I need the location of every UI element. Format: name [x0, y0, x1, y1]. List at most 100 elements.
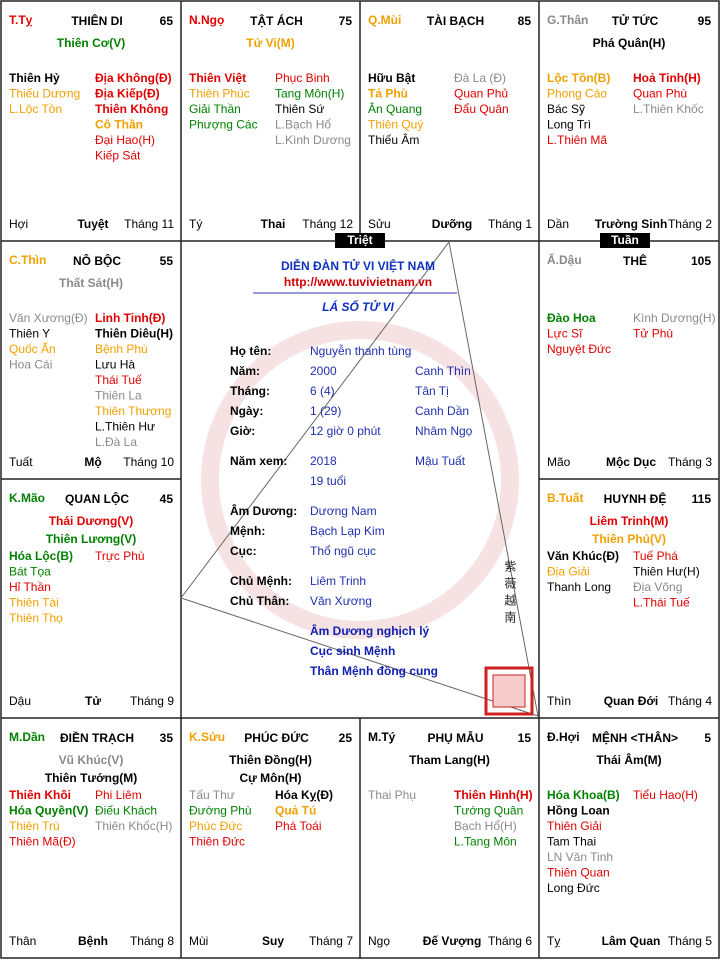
stage: Bệnh	[78, 934, 108, 948]
star: Quốc Ấn	[9, 341, 56, 356]
star: Thiên Sứ	[275, 102, 324, 116]
star: Phúc Đức	[189, 819, 242, 833]
can-chi: M.Tý	[368, 730, 396, 744]
palace-name: PHÚC ĐỨC	[244, 730, 309, 745]
seal-inner	[492, 674, 526, 708]
star: Kình Dương(H)	[633, 311, 716, 325]
main-star: Tử Vi(M)	[246, 36, 294, 50]
stage: Dưỡng	[432, 217, 473, 231]
month: Tháng 9	[130, 694, 174, 708]
star: Thiên Mã(Đ)	[9, 835, 76, 849]
info-label: Họ tên:	[230, 344, 271, 358]
can-chi: Đ.Hợi	[547, 730, 580, 744]
branch: Sửu	[368, 217, 391, 231]
main-star: Thất Sát(H)	[59, 276, 123, 290]
palace-number: 115	[692, 492, 712, 506]
palace-name: TÀI BẠCH	[427, 13, 484, 28]
star: Tướng Quân	[454, 804, 523, 818]
stage: Trường Sinh	[595, 217, 668, 231]
star: Thiên Thọ	[9, 611, 63, 625]
info-value: Bạch Lạp Kim	[310, 524, 385, 538]
main-star: Phá Quân(H)	[593, 36, 666, 50]
can-chi: C.Thìn	[9, 253, 46, 267]
star: Tả Phù	[368, 87, 408, 101]
palace-number: 45	[160, 492, 174, 506]
palace-number: 35	[160, 731, 174, 745]
month: Tháng 3	[668, 455, 712, 469]
star: Kiếp Sát	[95, 149, 141, 163]
star: Nguyệt Đức	[547, 342, 611, 356]
info-value: 6 (4)	[310, 384, 335, 398]
star: L.Kình Dương	[275, 133, 351, 147]
info-extra: Nhâm Ngọ	[415, 424, 473, 438]
star: Hóa Kỵ(Đ)	[275, 788, 333, 802]
can-chi: B.Tuất	[547, 491, 583, 505]
star: Hữu Bật	[368, 71, 415, 85]
info-value: Nguyễn thanh tùng	[310, 343, 411, 358]
star: LN Văn Tinh	[547, 850, 613, 864]
star: Phi Liêm	[95, 788, 142, 802]
month: Tháng 4	[668, 694, 712, 708]
branch: Tỵ	[547, 934, 560, 948]
star: Lực Sĩ	[547, 327, 583, 341]
month: Tháng 2	[668, 217, 712, 231]
info-label: Âm Dương:	[230, 503, 297, 518]
info-value: Dương Nam	[310, 504, 377, 518]
note: Cục sinh Mệnh	[310, 644, 395, 658]
month: Tháng 12	[302, 217, 353, 231]
star: Long Đức	[547, 881, 600, 895]
star: L.Thiên Khốc	[633, 102, 704, 116]
palace-number: 25	[339, 731, 353, 745]
star: Hoa Cái	[9, 358, 52, 372]
star: Hỉ Thần	[9, 580, 51, 594]
palace-name: MỆNH <THÂN>	[592, 730, 678, 745]
palace-name: TỬ TỨC	[612, 13, 659, 28]
month: Tháng 5	[668, 934, 712, 948]
star: Đào Hoa	[547, 311, 596, 325]
star: Văn Xương(Đ)	[9, 311, 88, 325]
stage: Lâm Quan	[602, 934, 661, 948]
branch: Ngọ	[368, 934, 390, 948]
star: Đường Phù	[189, 804, 252, 818]
stage: Quan Đới	[604, 694, 659, 708]
star: Lưu Hà	[95, 358, 135, 372]
stage: Mộ	[84, 455, 101, 469]
star: Phục Binh	[275, 71, 330, 85]
star: Đẩu Quân	[454, 102, 509, 116]
main-star: Thiên Tướng(M)	[45, 771, 138, 785]
star: Địa Giải	[547, 565, 590, 579]
palace-number: 5	[704, 731, 711, 745]
palace-number: 75	[339, 14, 353, 28]
star: Thiên Quý	[368, 118, 423, 132]
star: Thiên Hình(H)	[454, 788, 533, 802]
tam-hop-triangle	[180, 240, 539, 717]
marker-tuan: Tuần	[611, 233, 639, 247]
month: Tháng 10	[123, 455, 174, 469]
star: Cô Thần	[95, 118, 143, 132]
branch: Thìn	[547, 694, 571, 708]
star: Phong Cáo	[547, 87, 607, 101]
main-star: Vũ Khúc(V)	[59, 753, 124, 767]
palace-name: THIÊN DI	[71, 13, 122, 28]
info-label: Chủ Mệnh:	[230, 574, 292, 588]
marker-box	[335, 233, 385, 248]
can-chi: Ấ.Dậu	[547, 252, 582, 267]
star: Thiên Phúc	[189, 87, 250, 101]
info-value: 2000	[310, 364, 337, 378]
star: Thai Phụ	[368, 788, 416, 802]
branch: Hợi	[9, 217, 28, 231]
info-extra: Canh Dần	[415, 404, 469, 418]
stage: Thai	[261, 217, 286, 231]
star: Tam Thai	[547, 835, 596, 849]
can-chi: T.Tỵ	[9, 13, 33, 27]
star: Thái Tuế	[95, 373, 142, 387]
can-chi: Q.Mùi	[368, 13, 401, 27]
star: Địa Kiếp(Đ)	[95, 87, 160, 101]
center-subtitle: LÁ SỐ TỬ VI	[322, 299, 394, 314]
main-star: Liêm Trinh(M)	[590, 514, 669, 528]
star: Thanh Long	[547, 580, 611, 594]
star: Địa Võng	[633, 580, 682, 594]
month: Tháng 1	[488, 217, 532, 231]
star: Thiên Khốc(H)	[95, 819, 172, 833]
star: Tang Môn(H)	[275, 87, 344, 101]
